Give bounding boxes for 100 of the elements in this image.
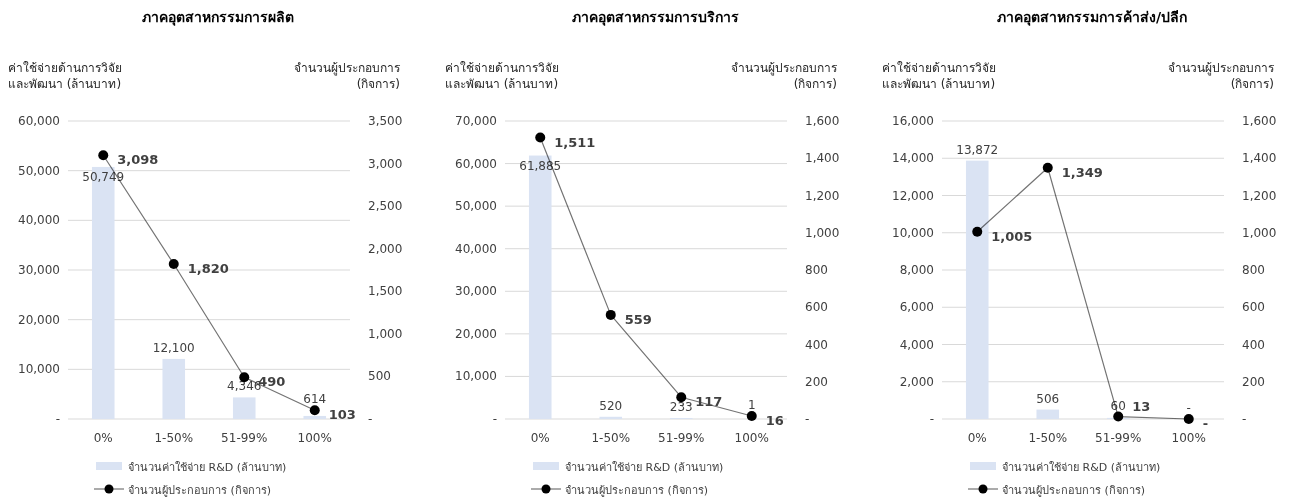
data-label: 3,098 — [117, 152, 159, 168]
data-label: 614 — [303, 392, 327, 407]
y-tick-label: 50,000 — [455, 199, 497, 214]
y-tick-label: 10,000 — [892, 225, 934, 240]
x-tick-label: 51-99% — [221, 431, 268, 445]
y-tick-label: 4,000 — [899, 337, 934, 352]
y-tick-label: 6,000 — [899, 300, 934, 315]
x-tick-label: 1-50% — [154, 431, 194, 445]
legend-label: จำนวนผู้ประกอบการ (กิจการ) — [128, 484, 272, 497]
point — [1183, 414, 1194, 424]
y2-tick-label: 2,500 — [368, 199, 403, 214]
y2-tick-label: - — [1242, 412, 1247, 426]
y-tick-label: 40,000 — [18, 213, 60, 228]
data-label: - — [1186, 401, 1191, 415]
data-label: 1,511 — [554, 134, 596, 150]
y2-axis-title: จำนวนผู้ประกอบการ (กิจการ) — [1168, 61, 1275, 91]
data-label: 12,100 — [152, 340, 195, 355]
x-tick-label: 0% — [530, 431, 550, 445]
point — [535, 132, 546, 143]
data-label: 103 — [328, 407, 356, 423]
y2-tick-label: 400 — [1242, 337, 1265, 352]
y2-tick-label: 1,000 — [805, 225, 840, 240]
x-tick-label: 51-99% — [658, 431, 705, 445]
x-tick-label: 1-50% — [591, 431, 631, 445]
y-tick-label: 20,000 — [18, 312, 60, 327]
y-tick-label: 16,000 — [892, 114, 934, 128]
y-tick-label: 8,000 — [899, 263, 934, 277]
y-tick-label: - — [492, 412, 497, 426]
y2-tick-label: 1,200 — [1242, 188, 1277, 203]
y2-tick-label: - — [805, 412, 810, 426]
data-label: 559 — [624, 311, 652, 327]
data-label: 61,885 — [519, 158, 562, 173]
y-tick-label: 50,000 — [18, 163, 60, 178]
data-label: 117 — [695, 394, 723, 410]
chart-title: ภาคอุตสาหกรรมการบริการ — [571, 9, 739, 26]
data-label: 1,820 — [187, 261, 229, 277]
legend-label: จำนวนผู้ประกอบการ (กิจการ) — [1002, 484, 1146, 497]
y2-tick-label: 3,000 — [368, 156, 403, 171]
data-label: 233 — [669, 400, 693, 415]
y2-tick-label: 1,600 — [1242, 114, 1277, 128]
y-axis-title: ค่าใช้จ่ายด้านการวิจัย และพัฒนา (ล้านบาท) — [882, 61, 996, 91]
data-label: 1,349 — [1061, 164, 1103, 180]
y-axis-title: ค่าใช้จ่ายด้านการวิจัย และพัฒนา (ล้านบาท) — [445, 61, 559, 91]
y2-tick-label: 1,500 — [368, 284, 403, 299]
y-tick-label: 10,000 — [18, 362, 60, 377]
legend-label: จำนวนค่าใช้จ่าย R&D (ล้านบาท) — [128, 461, 287, 474]
point — [605, 309, 616, 320]
y-tick-label: - — [55, 412, 60, 426]
data-label: 50,749 — [82, 169, 125, 184]
x-tick-label: 1-50% — [1028, 431, 1068, 445]
y-tick-label: 10,000 — [455, 369, 497, 384]
chart-title: ภาคอุตสาหกรรมการผลิต — [142, 9, 294, 26]
y-tick-label: 60,000 — [18, 114, 60, 128]
x-tick-label: 51-99% — [1095, 431, 1142, 445]
point — [1113, 411, 1124, 422]
x-tick-label: 100% — [1171, 431, 1206, 445]
x-tick-label: 100% — [734, 431, 769, 445]
legend-label: จำนวนค่าใช้จ่าย R&D (ล้านบาท) — [1002, 461, 1161, 474]
x-tick-label: 0% — [967, 431, 987, 445]
y2-tick-label: 3,500 — [368, 114, 403, 128]
y2-tick-label: 200 — [1242, 374, 1265, 389]
y2-tick-label: 1,400 — [805, 151, 840, 166]
y2-tick-label: - — [368, 412, 373, 426]
x-tick-label: 100% — [297, 431, 332, 445]
y2-tick-label: 400 — [805, 337, 828, 352]
data-label: - — [1202, 416, 1209, 431]
y2-axis-title: จำนวนผู้ประกอบการ (กิจการ) — [294, 61, 401, 91]
y2-tick-label: 1,400 — [1242, 151, 1277, 166]
data-label: 1 — [747, 398, 756, 413]
y-tick-label: 30,000 — [455, 284, 497, 299]
y-tick-label: 40,000 — [455, 241, 497, 256]
y-tick-label: - — [929, 412, 934, 426]
y2-tick-label: 200 — [805, 374, 828, 389]
x-tick-label: 0% — [93, 431, 113, 445]
y-tick-label: 12,000 — [892, 188, 934, 203]
legend-label: จำนวนค่าใช้จ่าย R&D (ล้านบาท) — [565, 461, 724, 474]
y-tick-label: 70,000 — [455, 114, 497, 128]
point — [972, 226, 983, 237]
point — [676, 392, 687, 403]
y2-tick-label: 800 — [1242, 263, 1265, 277]
point — [168, 259, 179, 270]
data-label: 13,872 — [956, 142, 999, 157]
y2-tick-label: 600 — [1242, 300, 1265, 315]
data-label: 60 — [1110, 398, 1126, 413]
data-label: 506 — [1036, 391, 1060, 406]
data-label: 13 — [1132, 398, 1151, 414]
data-label: 520 — [599, 398, 623, 413]
y2-tick-label: 800 — [805, 263, 828, 277]
y-tick-label: 14,000 — [892, 151, 934, 166]
point — [98, 150, 109, 161]
y2-axis-title: จำนวนผู้ประกอบการ (กิจการ) — [731, 61, 838, 91]
y-tick-label: 2,000 — [899, 374, 934, 389]
y2-tick-label: 500 — [368, 369, 391, 384]
y2-tick-label: 1,600 — [805, 114, 840, 128]
y2-tick-label: 600 — [805, 300, 828, 315]
data-label: 1,005 — [991, 228, 1033, 244]
y2-tick-label: 1,000 — [1242, 225, 1277, 240]
y-tick-label: 20,000 — [455, 326, 497, 341]
chart-title: ภาคอุตสาหกรรมการค้าส่ง/ปลีก — [996, 9, 1188, 26]
data-label: 16 — [765, 413, 784, 429]
